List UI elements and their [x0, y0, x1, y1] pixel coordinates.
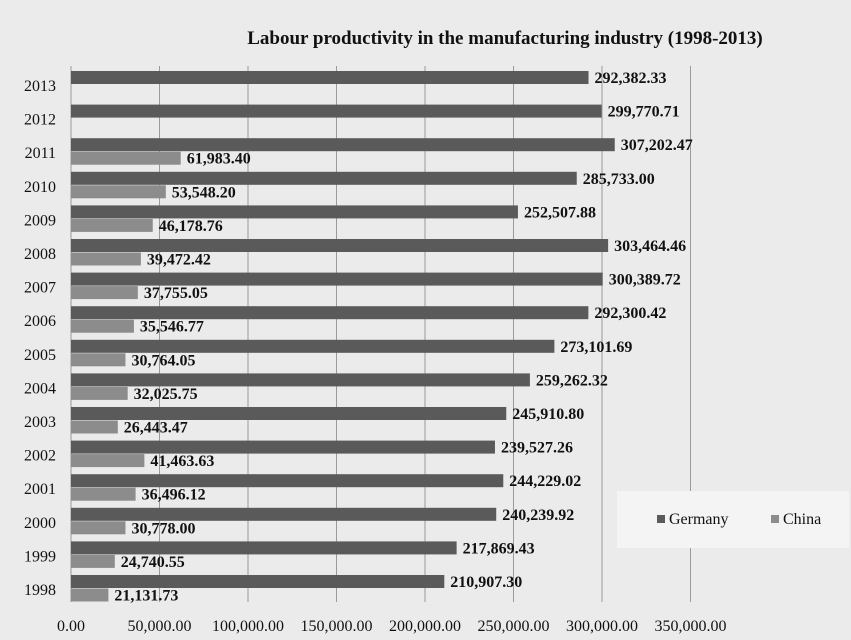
bar-germany: [71, 71, 589, 84]
y-tick-label: 1998: [24, 582, 56, 599]
data-label-germany: 307,202.47: [621, 137, 693, 154]
bar-china: [71, 151, 181, 165]
data-label-germany: 259,262.32: [536, 372, 608, 389]
y-tick-label: 2011: [25, 145, 56, 162]
bar-china: [71, 521, 126, 535]
legend-swatch-china: [771, 515, 779, 523]
data-label-germany: 245,910.80: [512, 406, 584, 423]
bar-china: [71, 420, 118, 434]
bar-germany: [71, 272, 603, 286]
data-label-germany: 252,507.88: [524, 204, 596, 221]
y-tick-label: 2012: [24, 112, 56, 129]
data-label-china: 32,025.75: [134, 386, 198, 403]
data-label-germany: 292,300.42: [594, 305, 666, 322]
bar-germany: [71, 373, 530, 387]
x-tick-label: 0.00: [57, 618, 85, 635]
chart-title: Labour productivity in the manufacturing…: [247, 28, 763, 49]
bar-germany: [71, 104, 602, 118]
y-tick-label: 1999: [24, 548, 56, 565]
x-tick-label: 200,000.00: [389, 618, 461, 635]
y-tick-label: 2010: [24, 179, 56, 196]
bar-germany: [71, 440, 495, 454]
data-label-china: 61,983.40: [187, 151, 251, 168]
y-tick-label: 2001: [24, 481, 56, 498]
bar-germany: [71, 138, 615, 152]
y-tick-label: 2006: [24, 313, 56, 330]
bar-china: [71, 286, 138, 300]
data-label-china: 53,548.20: [172, 184, 236, 201]
x-axis-ticks: 0.00 50,000.00 100,000.00 150,000.00 200,000…: [57, 618, 727, 635]
y-axis-ticks: 1998 1999 2000 2001 2002 2003 2004 2005 2006 2007…: [24, 78, 56, 599]
data-label-china: 41,463.63: [150, 453, 214, 470]
data-label-germany: 210,907.30: [450, 574, 522, 591]
data-label-germany: 299,770.71: [608, 104, 680, 121]
data-label-china: 24,740.55: [121, 554, 185, 571]
y-tick-label: 2003: [24, 414, 56, 431]
data-label-china: 30,764.05: [131, 352, 195, 369]
data-label-germany: 273,101.69: [560, 339, 632, 356]
data-label-china: 39,472.42: [147, 252, 211, 269]
data-label-germany: 292,382.33: [595, 70, 667, 87]
bar-china: [71, 386, 128, 400]
bar-china: [71, 218, 153, 232]
y-tick-label: 2005: [24, 347, 56, 364]
bar-germany: [71, 407, 507, 420]
x-tick-label: 250,000.00: [478, 618, 550, 635]
y-tick-label: 2004: [24, 380, 56, 397]
bar-china: [71, 252, 141, 266]
bars-group: 210,907.30 21,131.73 217,869.43 24,740.55 24…: [71, 70, 693, 605]
data-label-china: 21,131.73: [114, 588, 178, 605]
x-tick-label: 50,000.00: [128, 618, 192, 635]
data-label-china: 37,755.05: [144, 285, 208, 302]
bar-germany: [71, 474, 504, 488]
legend-box: [617, 491, 849, 548]
y-tick-label: 2002: [24, 448, 56, 465]
data-label-germany: 239,527.26: [501, 440, 573, 457]
data-label-germany: 285,733.00: [583, 171, 655, 188]
x-tick-label: 150,000.00: [301, 618, 373, 635]
bar-china: [71, 487, 136, 501]
legend-label-germany: Germany: [669, 511, 729, 528]
legend: Germany China: [617, 491, 849, 548]
y-tick-label: 2009: [24, 212, 56, 229]
bar-china: [71, 554, 115, 568]
x-tick-label: 100,000.00: [212, 618, 284, 635]
bar-china: [71, 454, 145, 468]
y-tick-label: 2007: [24, 280, 56, 297]
bar-germany: [71, 205, 518, 219]
bar-china: [71, 319, 134, 333]
data-label-germany: 303,464.46: [614, 238, 686, 255]
data-label-germany: 217,869.43: [463, 540, 535, 557]
bar-germany: [71, 171, 577, 185]
y-tick-label: 2000: [24, 515, 56, 532]
data-label-china: 36,496.12: [142, 487, 206, 504]
bar-china: [71, 185, 166, 199]
bar-germany: [71, 541, 457, 555]
bar-china: [71, 588, 109, 602]
bar-germany: [71, 575, 445, 588]
data-label-germany: 300,389.72: [609, 272, 681, 289]
bar-germany: [71, 339, 555, 353]
x-tick-label: 350,000.00: [655, 618, 727, 635]
x-tick-label: 300,000.00: [566, 618, 638, 635]
data-label-germany: 240,239.92: [502, 507, 574, 524]
legend-label-china: China: [783, 511, 821, 528]
bar-germany: [71, 507, 497, 521]
data-label-china: 46,178.76: [159, 218, 223, 235]
y-tick-label: 2008: [24, 246, 56, 263]
data-label-china: 35,546.77: [140, 319, 204, 336]
data-label-germany: 244,229.02: [509, 473, 581, 490]
y-tick-label: 2013: [24, 78, 56, 95]
bar-china: [71, 353, 126, 367]
bar-germany: [71, 239, 609, 252]
data-label-china: 30,778.00: [131, 520, 195, 537]
legend-swatch-germany: [657, 515, 665, 523]
bar-germany: [71, 306, 589, 320]
data-label-china: 26,443.47: [124, 420, 188, 437]
